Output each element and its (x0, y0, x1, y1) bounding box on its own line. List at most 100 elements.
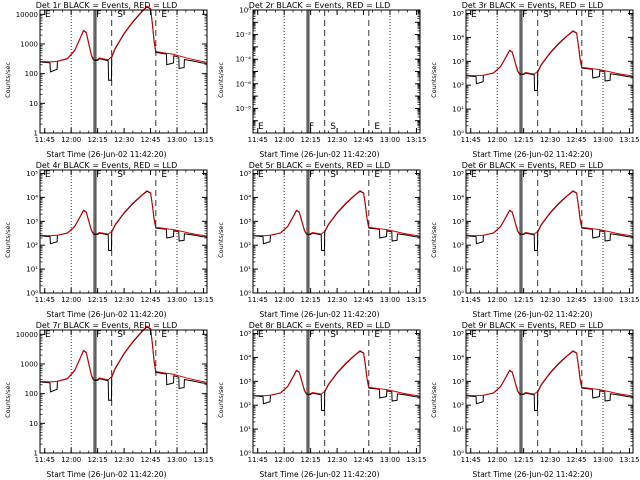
x-tick-label: 13:15 (406, 136, 426, 144)
plot-frame (252, 329, 421, 454)
x-tick-label: 13:15 (619, 136, 639, 144)
y-tick-label: 10 (29, 100, 38, 108)
marker-label: E (45, 170, 51, 180)
plot-svg: E F S E 10⁰ 10¹ 10² 10³ 10⁴ 10⁵ 11:45 12:00 12:15 12:… (26, 169, 213, 304)
y-tick-label: 10⁵ (239, 170, 251, 178)
y-tick-label: 10³ (452, 378, 464, 386)
plot-svg: E F S E 1 10 100 1000 10000 11:45 12:00 12:15 12:30 1… (16, 325, 213, 464)
x-tick-label: 12:00 (274, 136, 294, 144)
marker-label: E (45, 330, 51, 340)
marker-label: F (96, 10, 101, 20)
panel-title: Det 8r BLACK = Events, RED = LLD (248, 321, 391, 330)
y-tick-label: 10⁰ (452, 290, 464, 298)
marker-label: F (522, 10, 527, 20)
y-tick-label: 10⁴ (26, 194, 38, 202)
x-tick-label: 12:15 (514, 136, 534, 144)
x-tick-label: 13:00 (167, 136, 187, 144)
x-tick-label: 12:00 (61, 136, 81, 144)
plot-frame (465, 329, 634, 454)
y-axis-label: Counts/sec (217, 222, 225, 258)
y-axis-label: Counts/sec (217, 62, 225, 98)
x-axis-label: Start Time (26-Jun-02 11:42:20) (46, 310, 167, 319)
marker-label: E (471, 330, 477, 340)
marker-label: F (309, 122, 314, 132)
x-tick-label: 12:15 (514, 456, 534, 464)
x-tick-label: 11:45 (461, 296, 481, 304)
plot-svg: E F S E 10⁰ 10¹ 10² 10³ 10⁴ 10⁵ 11:45 12:00 12:15 12:… (452, 169, 639, 304)
marker-label: S (543, 10, 549, 20)
y-axis-label: Counts/sec (4, 222, 12, 258)
x-tick-label: 12:15 (88, 136, 108, 144)
x-tick-label: 12:45 (566, 456, 586, 464)
x-tick-label: 11:45 (35, 136, 55, 144)
plot-frame (465, 169, 634, 294)
y-tick-label: 10 (29, 420, 38, 428)
y-tick-label: 10⁴ (452, 194, 464, 202)
x-tick-label: 12:15 (301, 456, 321, 464)
plot-frame (39, 9, 208, 134)
series-line (39, 326, 208, 401)
marker-label: F (96, 330, 101, 340)
marker-label: E (161, 330, 167, 340)
marker-label: E (161, 10, 167, 20)
y-tick-label: 1000 (20, 41, 38, 49)
x-tick-label: 12:30 (327, 136, 347, 144)
marker-label: S (330, 122, 336, 132)
x-tick-label: 13:15 (406, 296, 426, 304)
panel-det-2: E F S E 10⁰ 10⁻² 10⁻⁴ 10⁻⁶ 10⁻⁸ 11:45 12:00 12:15 12… (213, 0, 426, 160)
y-tick-label: 10⁵ (452, 10, 464, 18)
x-tick-label: 12:00 (61, 456, 81, 464)
x-axis-label: Start Time (26-Jun-02 11:42:20) (472, 470, 593, 479)
x-tick-label: 13:00 (380, 296, 400, 304)
y-tick-label: 10¹ (239, 426, 251, 434)
y-tick-label: 10⁵ (452, 170, 464, 178)
series-line (252, 190, 421, 237)
x-tick-label: 12:45 (140, 296, 160, 304)
x-tick-label: 12:45 (566, 136, 586, 144)
plot-frame (252, 9, 421, 134)
x-tick-label: 11:45 (35, 296, 55, 304)
series-line (252, 190, 421, 251)
x-tick-label: 13:00 (593, 456, 613, 464)
plot-svg: E F S E 10⁰ 10¹ 10² 10³ 10⁴ 10⁵ 11:45 12:00 12:15 12:… (239, 169, 426, 304)
y-tick-label: 10⁵ (239, 330, 251, 338)
y-axis-label: Counts/sec (430, 62, 438, 98)
marker-label: E (258, 170, 264, 180)
y-tick-label: 10² (452, 82, 464, 90)
panel-det-1: E F S E 1 10 100 1000 10000 11:45 12:00 12:15 12:30 1… (0, 0, 213, 160)
x-axis-label: Start Time (26-Jun-02 11:42:20) (259, 310, 380, 319)
y-tick-label: 10³ (26, 218, 38, 226)
y-axis-label: Counts/sec (4, 382, 12, 418)
y-tick-label: 10⁻² (236, 31, 252, 39)
y-tick-label: 10⁻⁴ (236, 56, 252, 64)
x-tick-label: 13:15 (193, 456, 213, 464)
series-line (465, 350, 634, 397)
marker-label: E (587, 10, 593, 20)
series-line (39, 325, 208, 383)
panel-title: Det 6r BLACK = Events, RED = LLD (461, 161, 604, 170)
y-axis-label: Counts/sec (430, 222, 438, 258)
series-line (465, 190, 634, 251)
x-axis-label: Start Time (26-Jun-02 11:42:20) (46, 470, 167, 479)
x-tick-label: 12:30 (540, 456, 560, 464)
marker-label: S (330, 170, 336, 180)
panel-title: Det 9r BLACK = Events, RED = LLD (461, 321, 604, 330)
y-tick-label: 10⁰ (239, 7, 251, 15)
x-tick-label: 13:00 (380, 456, 400, 464)
y-tick-label: 10² (452, 242, 464, 250)
y-tick-label: 10000 (16, 11, 38, 19)
y-tick-label: 10¹ (452, 266, 464, 274)
x-tick-label: 12:00 (487, 296, 507, 304)
x-tick-label: 12:00 (487, 456, 507, 464)
plot-frame (39, 169, 208, 294)
y-tick-label: 10⁻⁸ (236, 105, 252, 113)
x-tick-label: 13:00 (167, 456, 187, 464)
panel-det-8: E F S E 10⁰ 10¹ 10² 10³ 10⁴ 10⁵ 11:45 12:00 12:15 12:… (213, 320, 426, 480)
plot-svg: E F S E 1 10 100 1000 10000 11:45 12:00 12:15 12:30 1… (16, 5, 213, 144)
x-axis-label: Start Time (26-Jun-02 11:42:20) (259, 470, 380, 479)
x-tick-label: 12:45 (353, 456, 373, 464)
marker-label: S (543, 330, 549, 340)
marker-label: E (587, 330, 593, 340)
marker-label: E (258, 330, 264, 340)
panel-title: Det 7r BLACK = Events, RED = LLD (35, 321, 178, 330)
